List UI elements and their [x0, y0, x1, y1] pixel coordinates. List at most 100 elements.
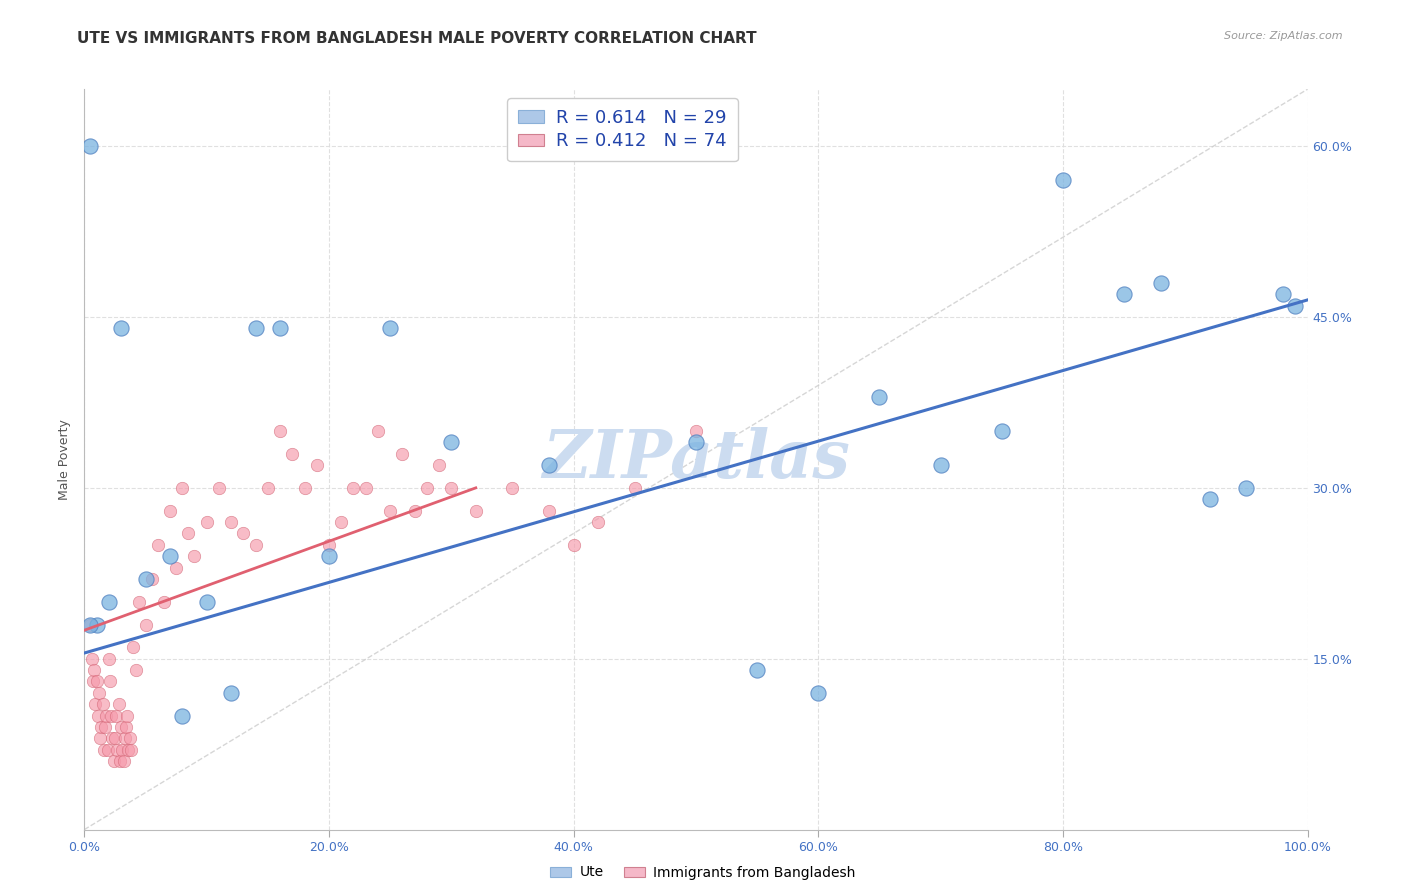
Point [101, 731, 124, 746]
Point [110, 321, 132, 335]
Point [115, 708, 138, 723]
Point [502, 481, 524, 495]
Text: ZIPatlas: ZIPatlas [543, 427, 849, 491]
Point [83, 663, 105, 677]
Point [807, 686, 830, 700]
Point [135, 572, 157, 586]
Point [105, 743, 128, 757]
Point [165, 560, 187, 574]
Text: UTE VS IMMIGRANTS FROM BANGLADESH MALE POVERTY CORRELATION CHART: UTE VS IMMIGRANTS FROM BANGLADESH MALE P… [77, 31, 756, 46]
Point [94, 720, 117, 734]
Point [146, 538, 169, 552]
Point [219, 515, 242, 529]
Point [208, 481, 231, 495]
Point [440, 435, 463, 450]
Point [128, 595, 150, 609]
Point [538, 503, 561, 517]
Point [991, 424, 1014, 438]
Point [427, 458, 450, 472]
Point [105, 708, 128, 723]
Point [107, 698, 129, 712]
Point [93, 743, 115, 757]
Point [82, 674, 104, 689]
Legend: R = 0.614   N = 29, R = 0.412   N = 74: R = 0.614 N = 29, R = 0.412 N = 74 [508, 98, 738, 161]
Y-axis label: Male Poverty: Male Poverty [58, 419, 72, 500]
Point [86, 674, 108, 689]
Point [79, 617, 101, 632]
Point [110, 720, 132, 734]
Point [685, 435, 707, 450]
Point [100, 708, 122, 723]
Point [91, 698, 114, 712]
Point [869, 390, 891, 404]
Point [318, 538, 340, 552]
Point [281, 447, 304, 461]
Point [269, 321, 291, 335]
Point [87, 686, 110, 700]
Point [305, 458, 328, 472]
Point [135, 617, 157, 632]
Point [104, 731, 127, 746]
Point [90, 720, 112, 734]
Point [103, 754, 125, 768]
Point [97, 595, 120, 609]
Point [117, 743, 139, 757]
Point [172, 481, 194, 495]
Point [624, 481, 647, 495]
Point [87, 708, 110, 723]
Point [159, 503, 181, 517]
Point [1114, 287, 1136, 301]
Point [125, 663, 148, 677]
Point [929, 458, 952, 472]
Point [1198, 492, 1220, 507]
Point [97, 651, 120, 665]
Point [195, 595, 218, 609]
Point [747, 663, 769, 677]
Point [562, 538, 585, 552]
Point [183, 549, 205, 564]
Point [330, 515, 353, 529]
Point [586, 515, 609, 529]
Point [538, 458, 561, 472]
Point [219, 686, 242, 700]
Point [112, 754, 135, 768]
Point [120, 743, 142, 757]
Point [1272, 287, 1295, 301]
Point [84, 698, 107, 712]
Text: Source: ZipAtlas.com: Source: ZipAtlas.com [1225, 31, 1343, 41]
Point [114, 731, 136, 746]
Point [79, 617, 101, 632]
Point [257, 481, 280, 495]
Point [97, 743, 120, 757]
Point [1284, 299, 1306, 313]
Point [122, 640, 145, 655]
Point [80, 651, 103, 665]
Legend: Ute, Immigrants from Bangladesh: Ute, Immigrants from Bangladesh [544, 860, 862, 885]
Point [354, 481, 377, 495]
Point [391, 447, 413, 461]
Point [416, 481, 439, 495]
Point [1052, 173, 1074, 187]
Point [380, 321, 402, 335]
Point [118, 731, 141, 746]
Point [96, 708, 118, 723]
Point [440, 481, 463, 495]
Point [232, 526, 254, 541]
Point [464, 503, 486, 517]
Point [115, 720, 138, 734]
Point [685, 424, 707, 438]
Point [269, 424, 291, 438]
Point [111, 743, 134, 757]
Point [177, 526, 200, 541]
Point [1150, 276, 1173, 290]
Point [367, 424, 389, 438]
Point [294, 481, 316, 495]
Point [153, 595, 176, 609]
Point [98, 674, 121, 689]
Point [245, 538, 267, 552]
Point [1236, 481, 1258, 495]
Point [108, 754, 131, 768]
Point [195, 515, 218, 529]
Point [245, 321, 267, 335]
Point [404, 503, 426, 517]
